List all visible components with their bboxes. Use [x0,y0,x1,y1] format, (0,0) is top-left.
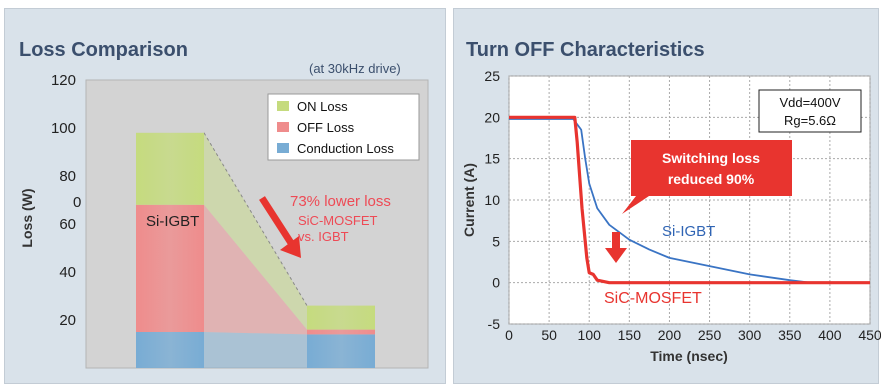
loss-chart-title: Loss Comparison [19,39,188,61]
loss-legend-swatch [277,143,289,153]
si-igbt-bar-label: Si-IGBT [146,213,199,230]
reduction-arrow-icon [259,196,301,258]
loss-y-tick-label: 120 [51,72,76,89]
loss-bar-segment [136,332,204,368]
turnoff-y-tick-label: -5 [488,316,501,332]
turnoff-y-tick-label: 20 [484,109,500,125]
loss-annotation-line-2: SiC-MOSFET [298,213,378,228]
switching-loss-callout: Switching loss reduced 90% [622,140,792,214]
turnoff-x-tick-label: 150 [618,327,642,343]
turnoff-x-tick-label: 300 [738,327,762,343]
loss-transition-band [204,332,307,368]
loss-annotation-line-3: vs. IGBT [298,229,349,244]
turnoff-y-axis-label: Current (A) [461,163,477,237]
loss-stray-label: 0 [73,194,81,211]
callout-line-2: reduced 90% [668,171,755,187]
loss-y-ticks: 20 40 60 80 100 120 [51,72,76,329]
loss-chart-subtitle: (at 30kHz drive) [309,61,401,76]
turnoff-x-tick-label: 50 [541,327,557,343]
loss-annotation-line-1: 73% lower loss [290,193,391,210]
conditions-box: Vdd=400V Rg=5.6Ω [758,89,862,133]
turnoff-x-tick-label: 0 [505,327,513,343]
loss-y-tick-label: 60 [59,216,76,233]
callout-line-1: Switching loss [662,150,760,166]
loss-legend-box [267,93,420,161]
loss-y-tick-label: 100 [51,120,76,137]
turnoff-y-tick-label: 0 [492,275,500,291]
loss-legend-label: OFF Loss [297,120,355,135]
turnoff-x-tick-label: 400 [818,327,842,343]
turnoff-x-tick-label: 450 [858,327,881,343]
down-arrow-icon [605,232,627,263]
turnoff-x-tick-label: 350 [778,327,802,343]
si-igbt-series-label: Si-IGBT [662,223,715,240]
loss-y-tick-label: 80 [59,168,76,185]
loss-bar-segment [136,204,204,332]
turnoff-grid [508,75,871,325]
turnoff-x-axis-label: Time (nsec) [650,348,728,364]
turnoff-series-line [509,115,870,285]
loss-bar-segment [307,329,375,335]
loss-legend-swatch [277,101,289,111]
loss-chart: 20 40 60 80 100 120 Loss (W) 0 Si-IGBT 73% lo… [19,72,429,369]
turnoff-x-tick-label: 250 [698,327,722,343]
turnoff-y-tick-label: 5 [492,233,500,249]
turnoff-y-tick-label: 15 [484,151,500,167]
loss-legend-label: Conduction Loss [297,141,394,156]
turnoff-chart-title: Turn OFF Characteristics [466,39,705,61]
turnoff-y-tick-label: 10 [484,192,500,208]
loss-transition-band [204,132,307,330]
loss-transition-bands [203,132,308,368]
loss-legend-label: ON Loss [297,99,348,114]
loss-legend-swatch [277,122,289,132]
condition-vdd: Vdd=400V [779,95,840,110]
sic-mosfet-series-label: SiC-MOSFET [604,290,702,307]
turnoff-y-tick-label: 25 [484,68,500,84]
turnoff-x-tick-label: 200 [658,327,682,343]
loss-legend: ON Loss OFF Loss Conduction Loss [267,93,420,161]
loss-bar-segment [307,334,375,368]
loss-bar-segment [307,305,375,330]
loss-y-axis-label: Loss (W) [19,188,35,247]
loss-transition-band [204,204,307,335]
loss-bars [136,132,375,368]
turnoff-x-tick-label: 100 [578,327,602,343]
turnoff-series-line [509,118,870,284]
loss-bar-segment [136,132,204,205]
loss-y-tick-label: 20 [59,312,76,329]
condition-rg: Rg=5.6Ω [784,113,836,128]
turnoff-series-lines [509,115,870,285]
loss-y-tick-label: 40 [59,264,76,281]
